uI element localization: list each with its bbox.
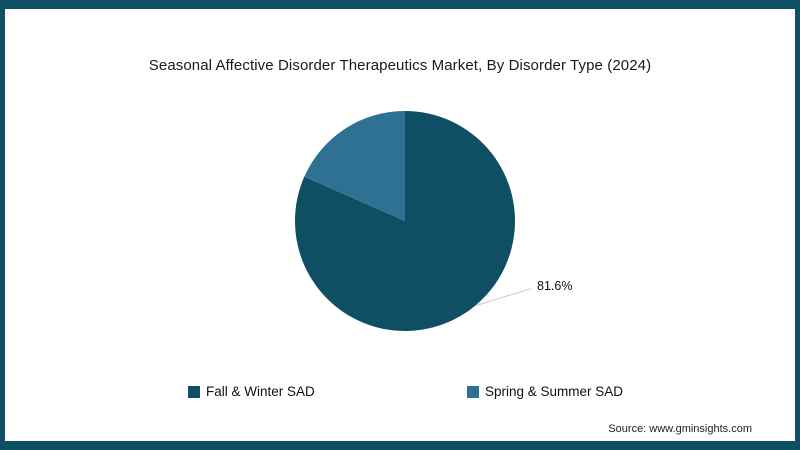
legend-swatch-spring-summer-icon [467,385,479,398]
pie-slice [304,111,405,221]
legend-item-fall-winter: Fall & Winter SAD [188,384,315,399]
pie-data-label: 81.6% [537,279,573,293]
chart-title: Seasonal Affective Disorder Therapeutics… [148,57,652,74]
legend-swatch-fall-winter-icon [188,385,200,398]
pie-chart [294,111,515,331]
source-attribution: Source: www.gminsights.com [608,423,752,435]
pie-slice [294,111,515,331]
legend-label-spring-summer: Spring & Summer SAD [485,384,624,399]
legend-label-fall-winter: Fall & Winter SAD [206,384,315,399]
legend-item-spring-summer: Spring & Summer SAD [467,384,623,399]
